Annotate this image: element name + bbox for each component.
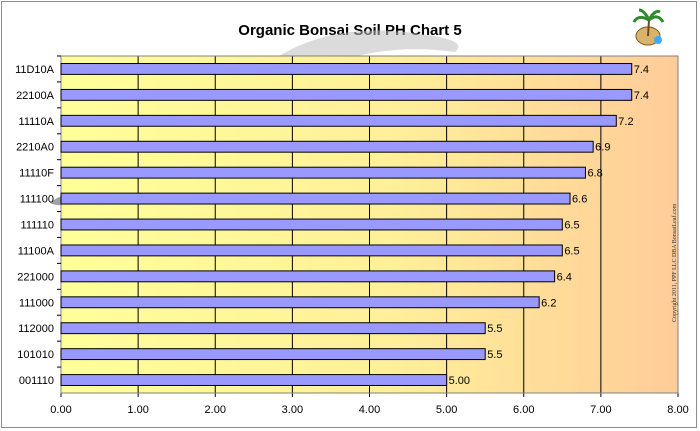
bar [60, 296, 540, 309]
bar [60, 63, 633, 75]
bar [60, 192, 571, 205]
data-labels: 7.4 7.4 7.2 6.9 6.8 6.6 6.5 6.5 6.4 6.2 5.5 5.5 5.00 [449, 64, 649, 387]
category-label: 111100 [20, 194, 54, 206]
data-label: 6.5 [564, 220, 579, 232]
bar [60, 166, 586, 179]
bar [60, 270, 556, 283]
bar [60, 88, 633, 101]
data-label: 6.6 [572, 194, 587, 206]
category-label: 101010 [17, 349, 54, 361]
data-label: 5.00 [449, 375, 470, 387]
x-tick-label: 2.00 [205, 404, 226, 416]
data-label: 6.2 [541, 297, 556, 309]
category-label: 112000 [18, 323, 54, 335]
x-tick-labels: 0.00 1.00 2.00 3.00 4.00 5.00 6.00 7.00 8.00 [50, 404, 688, 416]
data-label: 7.2 [618, 116, 633, 128]
x-tick-label: 0.00 [50, 404, 71, 416]
x-tick-label: 7.00 [590, 404, 611, 416]
category-label: 2210A0 [16, 142, 54, 154]
category-label: 111110 [21, 220, 54, 232]
x-tick-label: 8.00 [667, 404, 688, 416]
x-tick-label: 3.00 [282, 404, 303, 416]
data-label: 5.5 [487, 323, 502, 335]
category-label: 111000 [19, 297, 54, 309]
category-label: 11100A [18, 245, 55, 257]
data-label: 6.4 [557, 271, 572, 283]
logo-icon [632, 8, 665, 46]
category-label: 22100A [16, 90, 55, 102]
bar [60, 140, 594, 153]
x-tick-label: 1.00 [127, 404, 148, 416]
data-label: 7.4 [634, 90, 649, 102]
category-label: 11110A [19, 116, 55, 128]
bar [60, 374, 448, 386]
data-label: 6.5 [564, 245, 579, 257]
data-label: 7.4 [634, 64, 649, 76]
category-label: 001110 [19, 375, 54, 387]
bar [60, 322, 486, 335]
bars [60, 63, 633, 386]
x-tick-label: 6.00 [513, 404, 534, 416]
bar [60, 348, 486, 361]
bar [60, 218, 563, 231]
category-labels: 11D10A 22100A 11110A 2210A0 11110F 111100 1111… [15, 64, 55, 387]
data-label: 5.5 [487, 349, 502, 361]
data-label: 6.9 [595, 142, 610, 154]
data-label: 6.8 [587, 168, 602, 180]
bar [60, 244, 563, 257]
copyright-text: Copyright 2011, PPF LLC DBA BonsaiLeaf.c… [671, 203, 678, 322]
x-tick-label: 5.00 [436, 404, 457, 416]
category-label: 11D10A [15, 64, 55, 76]
category-label: 11110F [19, 168, 54, 180]
category-label: 221000 [17, 271, 54, 283]
bar [60, 114, 617, 127]
x-tick-label: 4.00 [359, 404, 380, 416]
